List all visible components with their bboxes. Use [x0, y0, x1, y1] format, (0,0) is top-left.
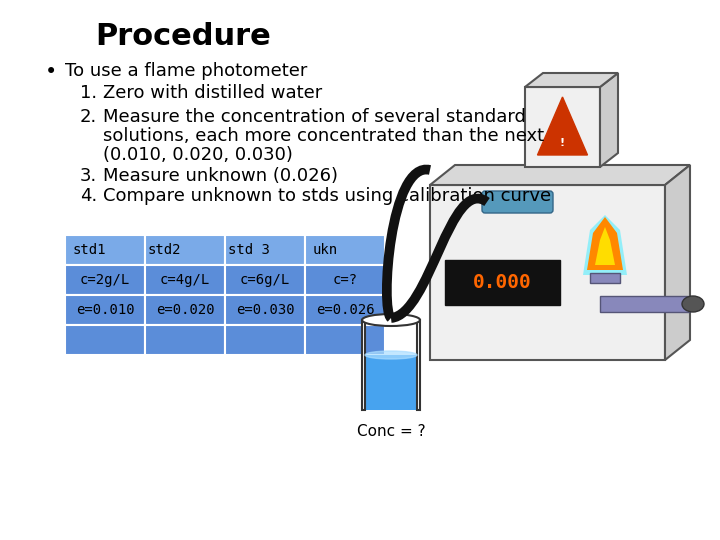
FancyBboxPatch shape [225, 265, 305, 295]
FancyBboxPatch shape [225, 235, 305, 265]
Text: e=0.026: e=0.026 [315, 303, 374, 317]
FancyBboxPatch shape [65, 235, 145, 265]
Text: c=6g/L: c=6g/L [240, 273, 290, 287]
Polygon shape [362, 320, 420, 410]
Text: e=0.020: e=0.020 [156, 303, 215, 317]
FancyBboxPatch shape [590, 273, 620, 283]
FancyBboxPatch shape [305, 325, 385, 355]
FancyBboxPatch shape [482, 191, 553, 213]
Text: e=0.010: e=0.010 [76, 303, 135, 317]
Text: (0.010, 0.020, 0.030): (0.010, 0.020, 0.030) [103, 146, 293, 164]
Text: std2: std2 [148, 243, 181, 257]
Polygon shape [365, 355, 417, 410]
Text: Procedure: Procedure [95, 22, 271, 51]
Text: To use a flame photometer: To use a flame photometer [65, 62, 307, 80]
FancyBboxPatch shape [225, 325, 305, 355]
FancyBboxPatch shape [65, 265, 145, 295]
Polygon shape [600, 73, 618, 167]
Text: Compare unknown to stds using calibration curve: Compare unknown to stds using calibratio… [103, 187, 551, 205]
Ellipse shape [682, 296, 704, 312]
FancyBboxPatch shape [145, 295, 225, 325]
FancyBboxPatch shape [65, 295, 145, 325]
Text: 4.: 4. [80, 187, 97, 205]
FancyBboxPatch shape [145, 235, 225, 265]
Text: Conc = ?: Conc = ? [356, 424, 426, 439]
FancyBboxPatch shape [525, 87, 600, 167]
Text: std1: std1 [73, 243, 107, 257]
Polygon shape [525, 73, 618, 87]
Text: c=2g/L: c=2g/L [80, 273, 130, 287]
Text: 0.000: 0.000 [473, 273, 532, 292]
Text: ukn: ukn [313, 243, 338, 257]
Text: Zero with distilled water: Zero with distilled water [103, 84, 323, 102]
Text: solutions, each more concentrated than the next: solutions, each more concentrated than t… [103, 127, 544, 145]
FancyBboxPatch shape [305, 265, 385, 295]
FancyBboxPatch shape [65, 325, 145, 355]
Text: 1.: 1. [80, 84, 97, 102]
Polygon shape [595, 227, 615, 265]
Polygon shape [430, 165, 690, 185]
Text: !: ! [560, 138, 565, 148]
Polygon shape [538, 97, 588, 155]
Text: 2.: 2. [80, 108, 97, 126]
Text: •: • [45, 62, 58, 82]
Text: Measure the concentration of several standard: Measure the concentration of several sta… [103, 108, 526, 126]
FancyBboxPatch shape [145, 325, 225, 355]
FancyBboxPatch shape [305, 295, 385, 325]
Text: e=0.030: e=0.030 [235, 303, 294, 317]
Ellipse shape [365, 351, 417, 359]
Polygon shape [583, 215, 627, 275]
Polygon shape [587, 217, 623, 270]
FancyBboxPatch shape [225, 295, 305, 325]
Text: c=4g/L: c=4g/L [160, 273, 210, 287]
FancyBboxPatch shape [305, 235, 385, 265]
Ellipse shape [362, 314, 420, 326]
Text: c=?: c=? [333, 273, 358, 287]
Text: 3.: 3. [80, 167, 97, 185]
Text: std 3: std 3 [228, 243, 270, 257]
Text: Measure unknown (0.026): Measure unknown (0.026) [103, 167, 338, 185]
FancyBboxPatch shape [430, 185, 665, 360]
Polygon shape [665, 165, 690, 360]
FancyBboxPatch shape [600, 296, 690, 312]
FancyBboxPatch shape [145, 265, 225, 295]
FancyBboxPatch shape [445, 260, 560, 305]
